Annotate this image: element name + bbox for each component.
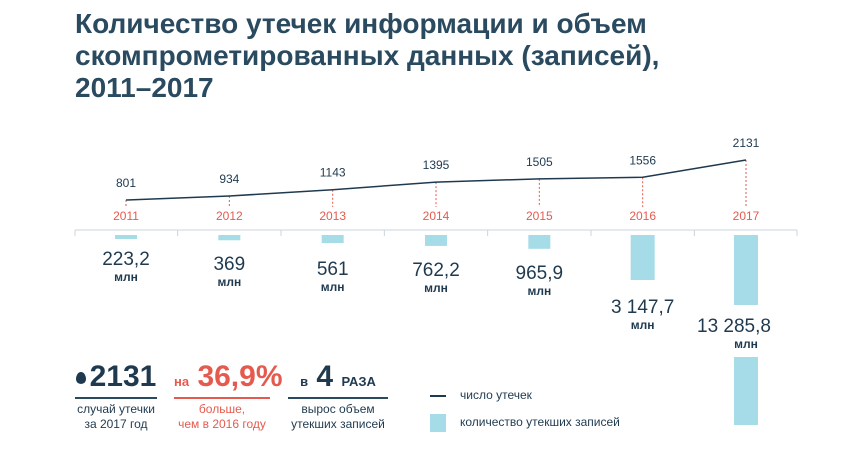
records-bar: [630, 235, 655, 281]
records-bar: [734, 357, 758, 425]
bar-value-label: 965,9: [516, 263, 564, 284]
stat-leaks-divider: [75, 397, 157, 399]
bar-unit-label: млн: [321, 280, 345, 294]
stat-volume-suffix: РАЗА: [341, 374, 376, 389]
stat-volume-value: 4: [316, 360, 334, 393]
stat-volume-divider: [288, 397, 388, 399]
stat-volume-caption-1: вырос объем: [301, 402, 375, 416]
line-value-label: 1505: [526, 155, 553, 169]
records-bar: [321, 235, 344, 244]
stat-leaks-value: 2131: [89, 360, 157, 393]
records-bar: [528, 235, 551, 249]
page-title: Количество утечек информации и объем ско…: [75, 8, 775, 104]
year-label: 2011: [113, 209, 139, 223]
year-label: 2012: [216, 209, 243, 223]
title-line-2: скомпрометированных данных (записей),: [75, 40, 660, 71]
stat-growth-divider: [174, 397, 270, 399]
stat-growth-value: 36,9%: [197, 360, 283, 393]
bar-unit-label: млн: [527, 284, 551, 298]
bar-value-label: 561: [317, 259, 349, 280]
legend-line-swatch: [430, 394, 446, 397]
legend-line: число утечек: [430, 388, 532, 402]
line-value-label: 1556: [629, 153, 656, 167]
bar-unit-label: млн: [217, 275, 241, 289]
stat-volume-prefix: в: [300, 374, 309, 389]
bar-unit-label: млн: [631, 318, 655, 332]
stat-leaks: 2131 случай утечки за 2017 год: [75, 360, 157, 432]
legend-bar-swatch: [430, 414, 446, 432]
records-bar: [218, 235, 241, 241]
stat-growth-caption-2: чем в 2016 году: [178, 417, 266, 431]
stat-volume-caption-2: утекших записей: [291, 417, 385, 431]
records-bar: [115, 235, 137, 239]
title-line-3: 2011–2017: [75, 72, 214, 103]
bar-value-label: 13 285,8: [697, 316, 771, 337]
line-value-label: 934: [219, 172, 239, 186]
stat-growth-prefix: на: [174, 374, 190, 389]
records-bar: [425, 235, 447, 246]
bar-unit-label: млн: [114, 270, 138, 284]
bar-unit-label: млн: [424, 281, 448, 295]
stat-growth-caption-1: больше,: [198, 402, 246, 416]
line-value-label: 2131: [733, 136, 760, 150]
year-label: 2016: [629, 209, 656, 223]
stat-volume: в 4 РАЗА вырос объем утекших записей: [288, 360, 388, 432]
bar-unit-label: млн: [734, 337, 758, 351]
year-label: 2014: [423, 209, 450, 223]
bar-value-label: 369: [213, 254, 245, 275]
bar-value-label: 762,2: [412, 260, 460, 281]
leaks-line: [125, 159, 747, 201]
legend-bar: количество утекших записей: [430, 414, 620, 432]
title-line-1: Количество утечек информации и объем: [75, 8, 647, 39]
year-label: 2017: [733, 209, 760, 223]
year-label: 2013: [319, 209, 346, 223]
bar-value-label: 223,2: [102, 249, 150, 270]
stat-leaks-caption-1: случай утечки: [77, 402, 155, 416]
line-value-label: 801: [116, 176, 136, 190]
stat-leaks-caption-2: за 2017 год: [84, 417, 148, 431]
line-value-label: 1143: [320, 166, 346, 180]
legend-line-label: число утечек: [460, 388, 532, 402]
stat-growth: на 36,9% больше, чем в 2016 году: [174, 360, 283, 432]
year-label: 2015: [526, 209, 553, 223]
drop-icon: [75, 372, 86, 385]
line-value-label: 1395: [423, 158, 450, 172]
bar-value-label: 3 147,7: [611, 297, 674, 318]
records-bar: [734, 235, 758, 305]
legend-bar-label: количество утекших записей: [460, 415, 620, 430]
